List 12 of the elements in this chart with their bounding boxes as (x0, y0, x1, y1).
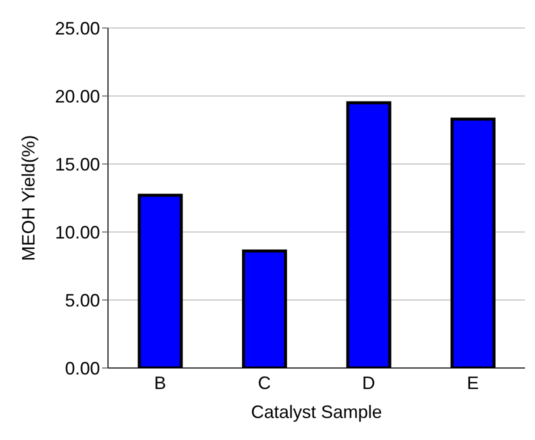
y-tick-label: 5.00 (64, 290, 100, 310)
y-tick-label: 0.00 (64, 358, 100, 378)
y-tick-label: 10.00 (54, 222, 100, 242)
x-axis-title: Catalyst Sample (250, 402, 382, 422)
y-tick-label: 15.00 (54, 154, 100, 174)
y-tick-label: 20.00 (54, 86, 100, 106)
y-tick-label: 25.00 (54, 18, 100, 38)
y-axis-title: MEOH Yield(%) (18, 134, 38, 262)
x-tick-label: C (258, 372, 271, 393)
x-tick-label: B (154, 372, 166, 393)
x-tick-label: D (362, 372, 376, 393)
x-tick-label: E (466, 372, 479, 393)
